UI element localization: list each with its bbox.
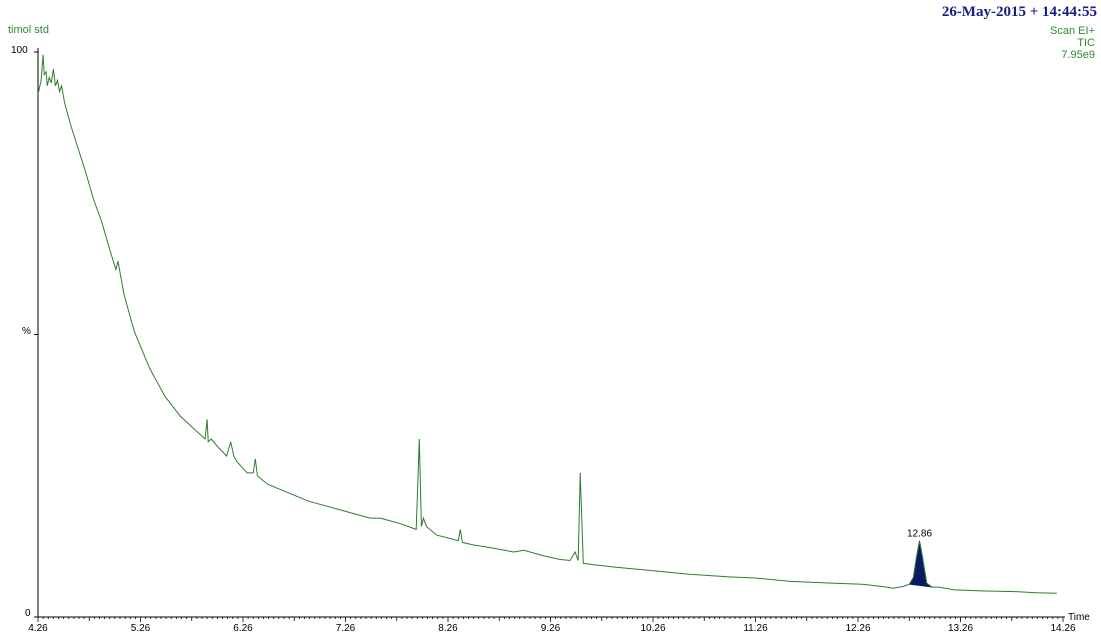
y-tick-label-0: 0 (25, 608, 31, 619)
x-tick-label: 13.26 (948, 623, 973, 634)
tic-trace (37, 54, 1057, 594)
x-tick-label: 8.26 (438, 623, 458, 634)
x-tick-label: 6.26 (233, 623, 253, 634)
x-tick-label: 5.26 (131, 623, 151, 634)
x-axis-label-time: Time (1068, 612, 1090, 623)
x-tick-label: 7.26 (336, 623, 356, 634)
peak-label: 12.86 (907, 529, 932, 540)
trace-type: TIC (1077, 37, 1095, 49)
x-axis-tick-labels: 4.26 5.26 6.26 7.26 8.26 9.26 10.26 11.26 12.26 1… (28, 623, 1076, 634)
y-axis-label-percent: % (22, 326, 31, 337)
x-tick-label: 14.26 (1050, 623, 1075, 634)
y-tick-label-100: 100 (11, 45, 28, 56)
scan-info: Scan EI+ TIC 7.95e9 (1050, 25, 1095, 61)
acquisition-datetime: 26-May-2015 + 14:44:55 (941, 4, 1097, 20)
tic-trace-line (37, 54, 1057, 594)
scan-mode: Scan EI+ (1050, 25, 1095, 37)
x-tick-label: 10.26 (640, 623, 665, 634)
sample-name: timol std (8, 24, 49, 36)
x-tick-label: 9.26 (541, 623, 561, 634)
max-intensity: 7.95e9 (1061, 49, 1095, 61)
x-tick-label: 4.26 (28, 623, 48, 634)
x-tick-label: 11.26 (743, 623, 768, 634)
x-axis-ticks (37, 617, 1064, 622)
peak-annotations: 12.86 (907, 529, 932, 540)
x-tick-label: 12.26 (845, 623, 870, 634)
